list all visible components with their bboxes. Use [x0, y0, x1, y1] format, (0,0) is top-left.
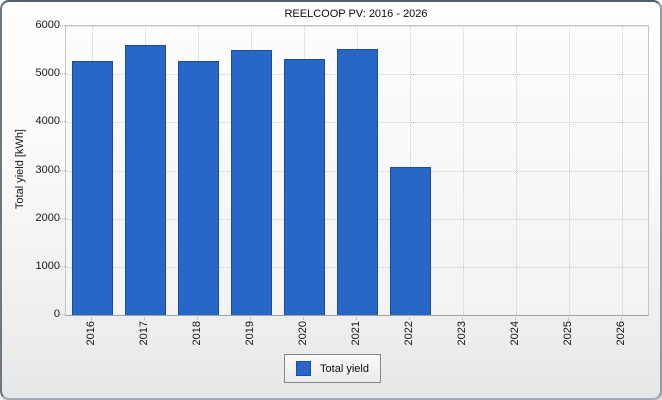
gridline-vertical	[463, 26, 464, 315]
bar[interactable]	[284, 59, 325, 315]
legend-box[interactable]: Total yield	[284, 354, 381, 383]
x-tick-mark	[462, 315, 463, 320]
y-tick-mark	[60, 169, 65, 171]
y-tick-mark	[60, 121, 65, 123]
bar[interactable]	[231, 50, 272, 315]
y-tick-label: 1000	[35, 259, 60, 272]
chart-title: REELCOOP PV: 2016 - 2026	[284, 8, 428, 20]
x-tick-label: 2018	[191, 321, 203, 346]
x-tick-label: 2023	[456, 321, 468, 346]
x-tick-mark	[356, 315, 357, 320]
x-tick-mark	[568, 315, 569, 320]
y-tick-mark	[60, 314, 65, 315]
x-tick-mark	[621, 315, 622, 320]
x-tick-mark	[303, 315, 304, 320]
bar[interactable]	[390, 167, 431, 315]
y-tick-label: 2000	[35, 211, 60, 224]
x-tick-mark	[197, 315, 198, 320]
x-tick-mark	[91, 315, 92, 320]
gridline-vertical	[622, 26, 623, 315]
y-tick-label: 4000	[35, 115, 60, 128]
x-tick-label: 2025	[562, 321, 574, 346]
y-tick-label: 0	[53, 308, 60, 320]
x-tick-mark	[144, 315, 145, 320]
bar[interactable]	[72, 61, 113, 315]
bar[interactable]	[178, 61, 219, 315]
legend-label: Total yield	[320, 362, 369, 375]
x-tick-mark	[409, 315, 410, 320]
x-tick-label: 2026	[615, 321, 627, 346]
y-tick-mark	[60, 217, 65, 219]
gridline-vertical	[516, 26, 517, 315]
x-tick-label: 2020	[297, 321, 309, 346]
plot-area	[65, 25, 649, 316]
x-tick-label: 2021	[350, 321, 362, 346]
x-tick-mark	[515, 315, 516, 320]
bar[interactable]	[337, 49, 378, 315]
y-tick-mark	[60, 25, 65, 26]
x-tick-label: 2017	[138, 321, 150, 346]
y-tick-mark	[60, 265, 65, 267]
legend-swatch-icon	[296, 361, 312, 376]
x-tick-mark	[250, 315, 251, 320]
gridline-vertical	[569, 26, 570, 315]
y-tick-label: 6000	[35, 19, 60, 31]
x-tick-label: 2024	[509, 321, 521, 346]
x-tick-label: 2016	[85, 321, 97, 346]
y-tick-mark	[60, 73, 65, 75]
x-tick-label: 2019	[244, 321, 256, 346]
x-tick-label: 2022	[403, 321, 415, 346]
y-tick-label: 5000	[35, 67, 60, 80]
bar[interactable]	[125, 45, 166, 315]
y-tick-label: 3000	[35, 163, 60, 176]
